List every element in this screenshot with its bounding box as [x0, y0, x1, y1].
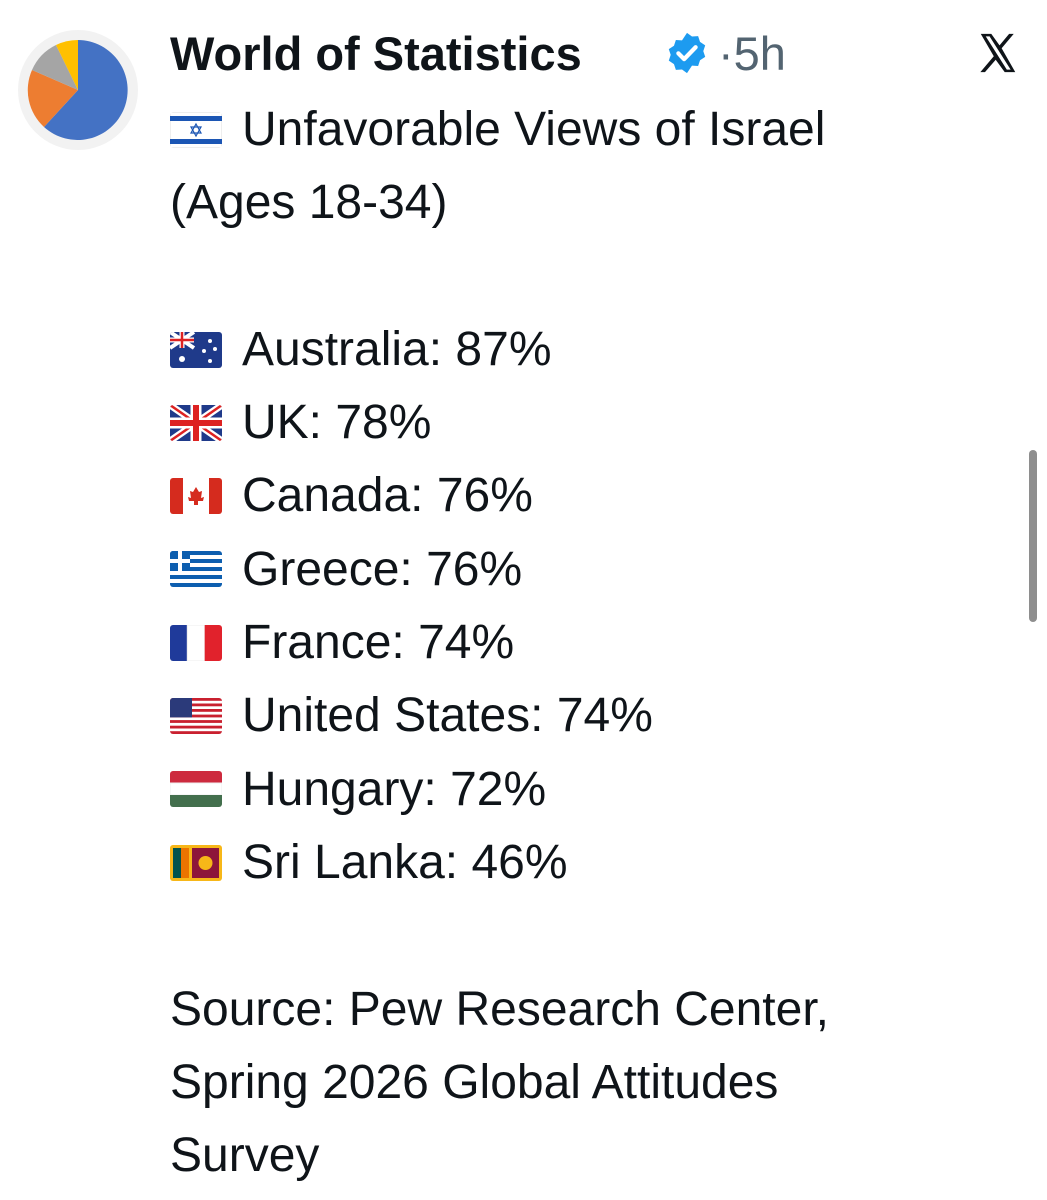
item: UK: 78% — [170, 386, 829, 459]
item-text: Canada: 76% — [242, 469, 533, 523]
account-name[interactable]: World of Statistics — [170, 27, 582, 80]
flag-uk — [170, 404, 222, 441]
source-line: Survey — [170, 1119, 829, 1192]
item: Hungary: 72% — [170, 753, 829, 826]
item: Sri Lanka: 46% — [170, 826, 829, 899]
item: Canada: 76% — [170, 459, 829, 532]
x-logo[interactable] — [975, 30, 1021, 76]
item-text: Sri Lanka: 46% — [242, 835, 568, 889]
scrollbar[interactable] — [1029, 450, 1037, 622]
flag-us — [170, 698, 222, 735]
source-line: Spring 2026 Global Attitudes — [170, 1046, 829, 1119]
item-text: United States: 74% — [242, 689, 653, 743]
flag-australia — [170, 331, 222, 368]
item: Greece: 76% — [170, 533, 829, 606]
item-text: Greece: 76% — [242, 542, 523, 596]
item-text: UK: 78% — [242, 396, 432, 450]
title-line: Unfavorable Views of Israel — [170, 93, 829, 166]
source: Source: Pew Research Center, — [170, 982, 829, 1036]
item: France: 74% — [170, 606, 829, 679]
item-text: Hungary: 72% — [242, 762, 547, 816]
item: United States: 74% — [170, 679, 829, 752]
item-text: Australia: 87% — [242, 322, 552, 376]
item: Australia: 87% — [170, 313, 829, 386]
title-line: (Ages 18-34) — [170, 166, 829, 239]
post-text: Unfavorable Views of Israel (Ages 18-34)… — [170, 93, 829, 1192]
source-line: Source: Pew Research Center, — [170, 973, 829, 1046]
verified-badge — [668, 32, 706, 74]
title: Unfavorable Views of Israel — [242, 103, 826, 156]
flag-canada — [170, 478, 222, 515]
flag-hungary — [170, 771, 222, 808]
flag-france — [170, 624, 222, 661]
separator: · — [718, 27, 734, 80]
flag-greece — [170, 551, 222, 588]
title: (Ages 18-34) — [170, 176, 448, 230]
avatar[interactable] — [18, 30, 138, 150]
source: Survey — [170, 1129, 320, 1183]
flag-sri-lanka — [170, 844, 222, 881]
time: 5h — [733, 27, 786, 80]
source: Spring 2026 Global Attitudes — [170, 1055, 779, 1109]
post-time[interactable]: ·5h — [718, 22, 786, 86]
flag-israel — [170, 111, 222, 148]
item-text: France: 74% — [242, 616, 515, 670]
